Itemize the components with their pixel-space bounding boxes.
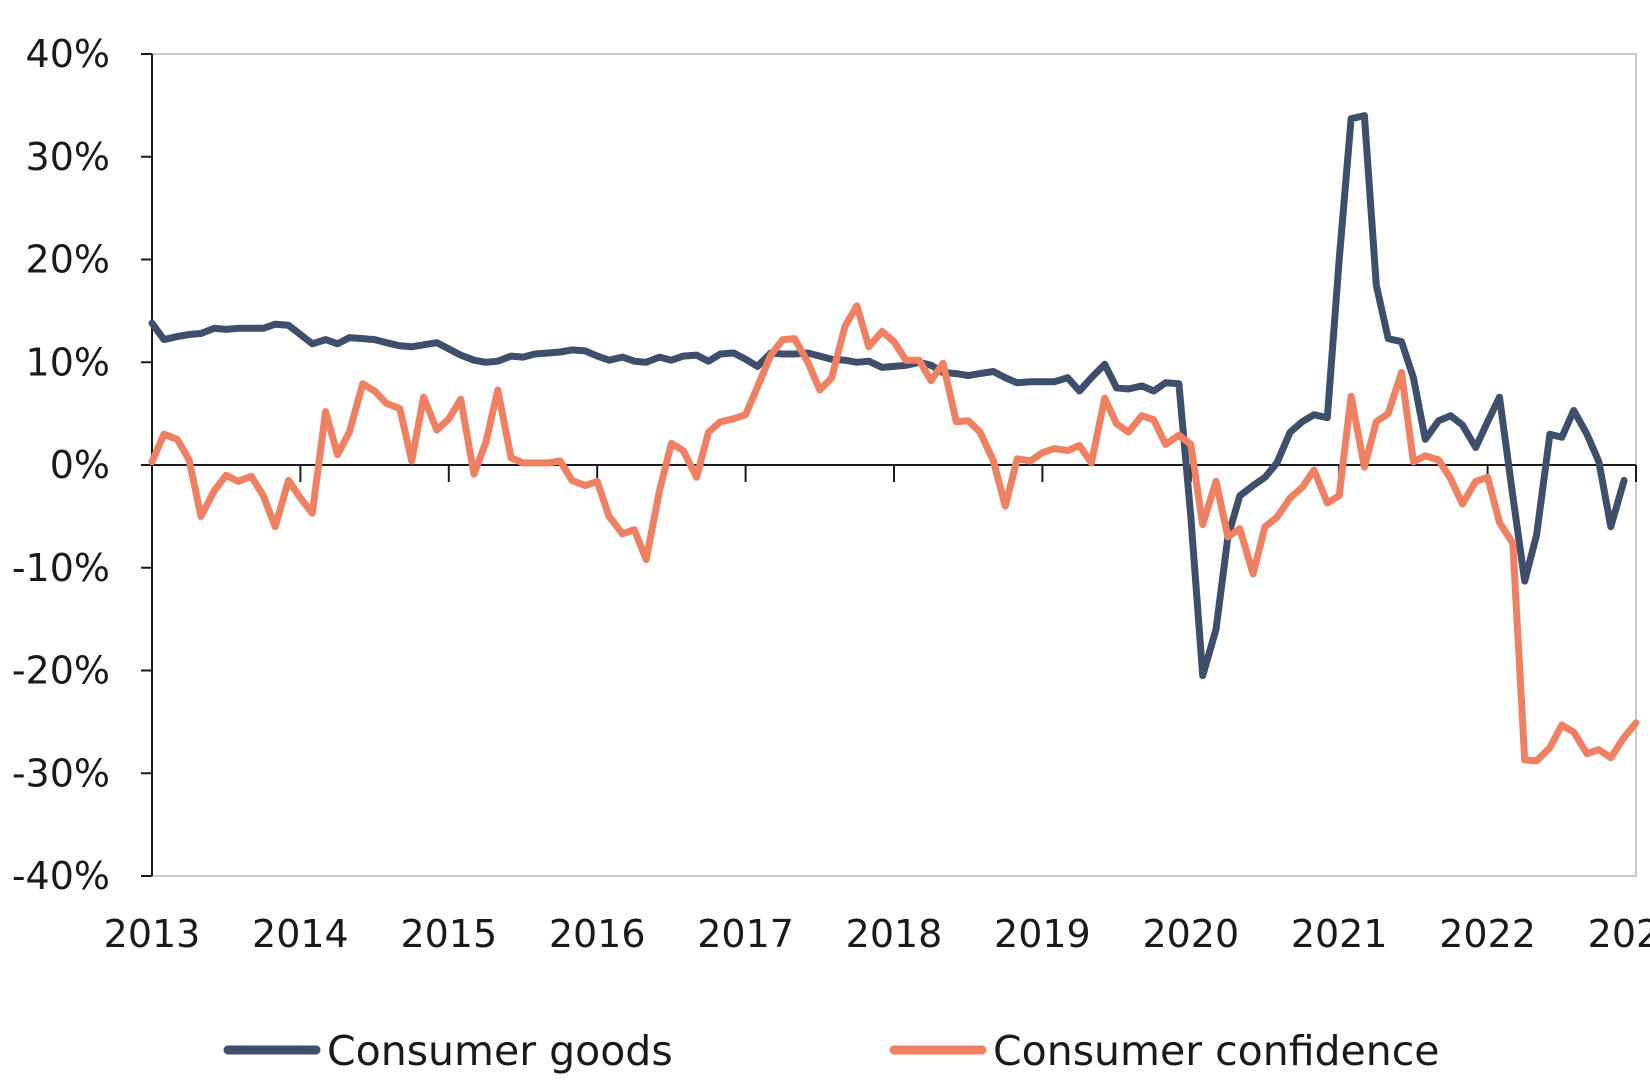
- x-tick-label: 2018: [846, 912, 943, 956]
- y-tick-label: 10%: [26, 340, 110, 384]
- y-tick-label: 30%: [26, 135, 110, 179]
- legend-label-consumer-confidence: Consumer confidence: [993, 1027, 1440, 1075]
- x-tick-label: 2013: [104, 912, 201, 956]
- x-tick-label: 2021: [1291, 912, 1388, 956]
- y-axis-ticks: -40% -30% -20% -10% 0% 10% 20% 30% 40%: [12, 32, 152, 898]
- x-tick-label: 2017: [697, 912, 794, 956]
- y-tick-label: 40%: [26, 32, 110, 76]
- series-layer: [148, 112, 1640, 765]
- x-tick-label: 2016: [549, 912, 646, 956]
- x-tick-label: 2023: [1588, 912, 1650, 956]
- x-tick-label: 2015: [400, 912, 497, 956]
- x-tick-label: 2020: [1142, 912, 1239, 956]
- x-tick-label: 2022: [1439, 912, 1536, 956]
- series-line-consumer-confidence: [148, 302, 1640, 765]
- x-tick-label: 2019: [994, 912, 1091, 956]
- y-tick-label: -10%: [12, 546, 110, 590]
- legend: Consumer goods Consumer confidence: [223, 1027, 1440, 1075]
- y-tick-label: 0%: [50, 443, 110, 487]
- y-tick-label: -20%: [12, 649, 110, 693]
- y-tick-label: -40%: [12, 854, 110, 898]
- x-tick-label: 2014: [252, 912, 349, 956]
- series-line-consumer-goods: [148, 112, 1628, 680]
- x-axis-ticks: 2013 2014 2015 2016 2017 2018 2019 2020 2021 2022…: [104, 465, 1650, 956]
- legend-label-consumer-goods: Consumer goods: [327, 1027, 673, 1075]
- y-tick-label: -30%: [12, 751, 110, 795]
- y-tick-label: 20%: [26, 238, 110, 282]
